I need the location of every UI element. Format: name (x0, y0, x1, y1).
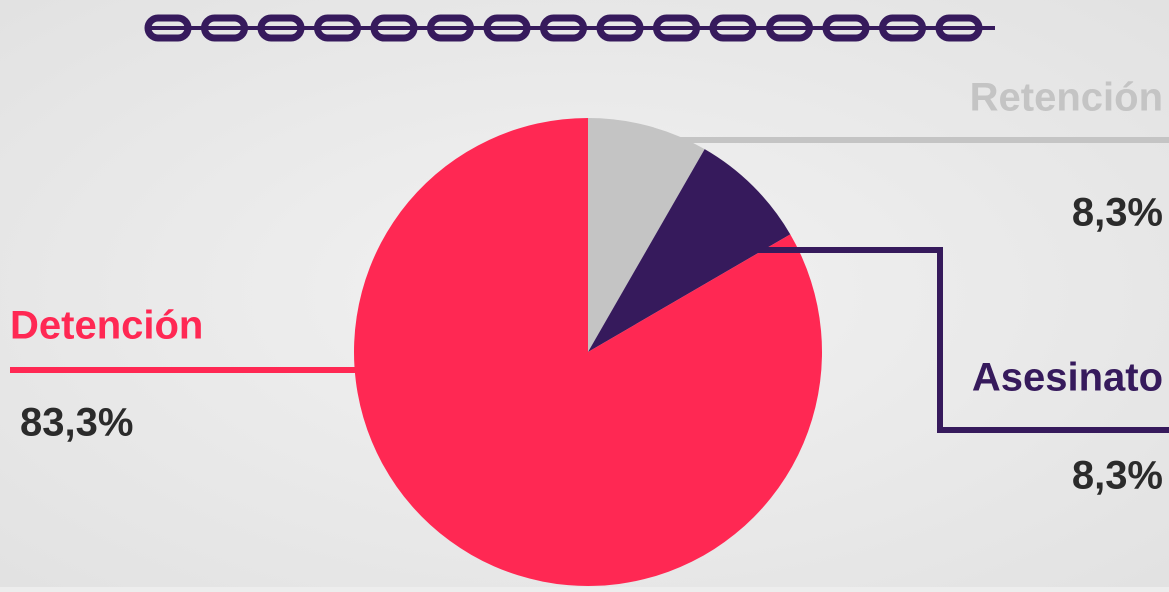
slice-value: 8,3% (1072, 454, 1163, 498)
chain-link (201, 14, 248, 42)
pie-slice (354, 118, 823, 586)
chain-decoration (144, 14, 995, 42)
slice-label: Detención (10, 304, 203, 348)
pie-slice (588, 149, 791, 352)
chain-link (257, 14, 305, 42)
chain-link (709, 14, 757, 42)
chain-link (483, 14, 531, 42)
leader-line (735, 247, 1169, 433)
pie-slice (588, 118, 705, 352)
chain-link (596, 14, 644, 42)
chain-link (879, 14, 926, 42)
slice-label: Retención (970, 76, 1163, 120)
chain-link (427, 14, 474, 42)
chain-link (822, 14, 870, 42)
chain-link (314, 14, 361, 42)
slice-value: 83,3% (20, 401, 133, 445)
slice-label: Asesinato (972, 356, 1163, 400)
chain-link (540, 14, 587, 42)
chain-link (766, 14, 813, 42)
chain-link (935, 14, 983, 42)
chain-link (653, 14, 700, 42)
chain-link (144, 14, 192, 42)
slice-value: 8,3% (1072, 191, 1163, 235)
chain-link (370, 14, 418, 42)
